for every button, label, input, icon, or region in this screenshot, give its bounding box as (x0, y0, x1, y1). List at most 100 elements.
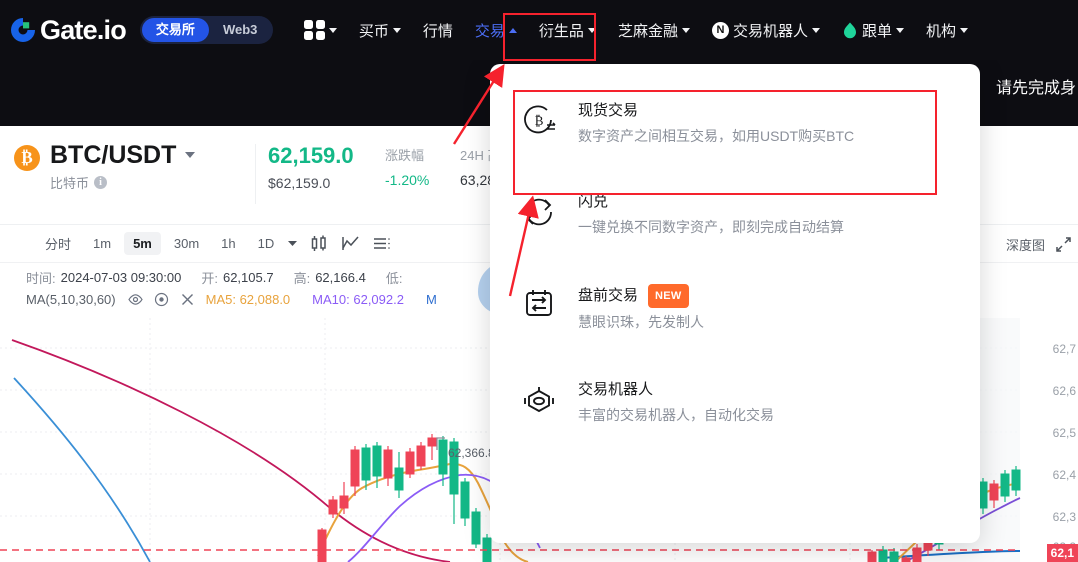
nav-item-markets[interactable]: 行情 (412, 0, 464, 60)
nav-label: 机构 (925, 22, 956, 40)
nav-label: 芝麻金融 (617, 22, 678, 40)
open-value: 62,105.7 (222, 269, 274, 285)
info-icon[interactable]: i (94, 176, 108, 189)
chevron-up-icon (508, 27, 517, 33)
dropdown-item-title: 现货交易 (578, 100, 854, 122)
column-label: 涨跌幅 (385, 148, 425, 163)
dropdown-item-pre-market[interactable]: 盘前交易 NEW 慧眼识珠，先发制人 (490, 272, 980, 345)
timeframe-1d[interactable]: 1D (257, 236, 275, 251)
nav-item-institutions[interactable]: 机构 (915, 0, 979, 60)
last-price-block: 62,159.0 $62,159.0 (268, 142, 354, 191)
dropdown-item-desc: 丰富的交易机器人，自动化交易 (578, 407, 774, 423)
top-navigation-bar: Gate.io 交易所 Web3 买币 行情 交易 衍生品 (0, 0, 1078, 60)
ticker-column-change: 涨跌幅 -1.20% (385, 145, 429, 188)
flame-icon (842, 22, 858, 39)
toolbar-right-controls: 深度图 (1006, 225, 1072, 263)
close-icon[interactable] (180, 292, 195, 307)
target-icon[interactable] (154, 292, 169, 307)
gate-logo-icon (8, 15, 38, 45)
ohlc-row: 时间: 2024-07-03 09:30:00 开: 62,105.7 高: 6… (0, 266, 1078, 288)
new-badge: NEW (648, 284, 689, 308)
column-value: 63,28 (460, 172, 496, 188)
platform-switcher[interactable]: 交易所 Web3 (139, 16, 274, 44)
dropdown-item-desc: 慧眼识珠，先发制人 (578, 314, 704, 330)
indicator-chart-icon[interactable] (341, 234, 360, 253)
dropdown-item-flash-swap[interactable]: 闪兑 一键兑换不同数字资产，即刻完成自动结算 (490, 179, 980, 250)
nav-item-sesame-finance[interactable]: 芝麻金融 (607, 0, 701, 60)
dropdown-item-body: 交易机器人 丰富的交易机器人，自动化交易 (578, 377, 774, 428)
spot-trade-icon: ₿ (518, 98, 560, 140)
nav-item-buy-crypto[interactable]: 买币 (348, 0, 412, 60)
dropdown-item-desc: 一键兑换不同数字资产，即刻完成自动结算 (578, 219, 844, 235)
dropdown-item-body: 现货交易 数字资产之间相互交易，如用USDT购买BTC (578, 98, 854, 149)
eye-icon[interactable] (127, 292, 143, 307)
fullscreen-icon[interactable] (1055, 236, 1072, 253)
nav-item-derivatives[interactable]: 衍生品 (528, 0, 607, 60)
trading-pair[interactable]: BTC/USDT (50, 140, 196, 170)
depth-chart-button[interactable]: 深度图 (1005, 237, 1045, 253)
chevron-down-icon[interactable] (287, 238, 298, 249)
chart-info-overlay: 时间: 2024-07-03 09:30:00 开: 62,105.7 高: 6… (0, 266, 1078, 310)
timeframe-5m[interactable]: 5m (124, 232, 161, 255)
high-price-annotation: 62,366.8 (448, 446, 495, 460)
coin-fullname: 比特币 (50, 176, 90, 191)
svg-text:₿: ₿ (535, 113, 544, 128)
candlestick-icon[interactable] (310, 234, 329, 253)
chevron-down-icon (811, 27, 820, 33)
low-label: 低: (385, 270, 403, 286)
bitcoin-icon: ₿ (14, 145, 40, 171)
dropdown-item-title: 盘前交易 NEW (578, 284, 704, 308)
pair-label: BTC/USDT (50, 141, 177, 169)
nav-item-copy-trading[interactable]: 跟单 (831, 0, 915, 60)
trading-bot-icon (518, 377, 560, 419)
nav-item-trade[interactable]: 交易 (464, 0, 528, 60)
high-value: 62,166.4 (315, 269, 366, 285)
chevron-down-icon (587, 27, 596, 33)
flash-swap-icon (518, 189, 560, 231)
ma5-value: MA5: 62,088.0 (205, 291, 291, 307)
title-text: 盘前交易 (578, 287, 639, 304)
dropdown-item-body: 闪兑 一键兑换不同数字资产，即刻完成自动结算 (578, 189, 844, 240)
verification-notice[interactable]: 请先完成身 (995, 80, 1076, 97)
price-tick: 62,3 (1052, 510, 1076, 524)
dropdown-item-trading-bot[interactable]: 交易机器人 丰富的交易机器人，自动化交易 (490, 367, 980, 438)
nav-label: 行情 (422, 22, 453, 40)
coin-fullname-row: 比特币 i (50, 173, 195, 192)
high-label: 高: (293, 270, 311, 286)
chevron-down-icon (328, 27, 337, 33)
chevron-down-icon (681, 27, 690, 33)
price-tick: 62,5 (1052, 426, 1076, 440)
platform-option-exchange[interactable]: 交易所 (141, 18, 209, 42)
list-settings-icon[interactable] (372, 234, 391, 253)
last-price: 62,159.0 (268, 143, 354, 168)
timeframe-1h[interactable]: 1h (221, 236, 236, 251)
current-price-badge: 62,1 (1046, 544, 1078, 562)
divider (255, 144, 256, 204)
chevron-down-icon (392, 27, 401, 33)
nav-label: 交易机器人 (732, 22, 808, 40)
ma-config-label[interactable]: MA(5,10,30,60) (26, 291, 116, 307)
nav-label: 买币 (358, 22, 389, 40)
brand-logo[interactable]: Gate.io (8, 15, 127, 45)
nav-item-trading-bot[interactable]: N 交易机器人 (701, 0, 831, 60)
nav-items: 买币 行情 交易 衍生品 芝麻金融 N 交易机器人 (293, 0, 979, 60)
ma-row: MA(5,10,30,60) MA5: 62,088.0 MA10: 62,09… (0, 288, 1078, 310)
pair-selector[interactable]: ₿ BTC/USDT 比特币 i (14, 140, 196, 192)
time-value: 2024-07-03 09:30:00 (60, 269, 182, 285)
timeframe-1m[interactable]: 1m (93, 236, 112, 251)
column-value: -1.20% (385, 172, 430, 188)
chevron-down-icon[interactable] (185, 152, 196, 158)
dropdown-item-spot-trading[interactable]: ₿ 现货交易 数字资产之间相互交易，如用USDT购买BTC (490, 88, 980, 159)
chevron-down-icon (960, 27, 968, 33)
last-price-usd: $62,159.0 (268, 175, 331, 191)
timeframe-line[interactable]: 分时 (45, 237, 72, 252)
price-tick: 62,4 (1052, 468, 1076, 482)
nav-apps-menu[interactable] (293, 0, 348, 60)
platform-option-web3[interactable]: Web3 (222, 22, 258, 37)
title-text: 闪兑 (578, 193, 609, 210)
title-text: 现货交易 (578, 102, 639, 119)
price-tick: 62,7 (1052, 342, 1076, 356)
timeframe-30m[interactable]: 30m (173, 236, 200, 251)
grid-apps-icon (304, 19, 325, 41)
